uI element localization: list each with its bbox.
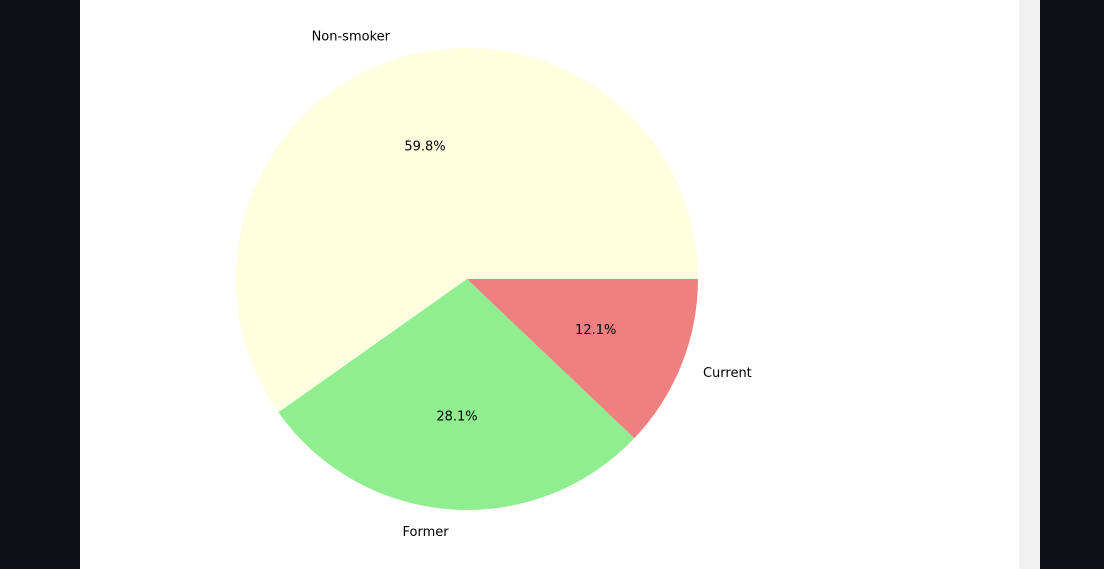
percent-label-former: 28.1% [436,410,477,425]
percent-label-non-smoker: 59.8% [404,139,445,154]
slice-label-current: Current [703,366,752,381]
slice-label-former: Former [403,525,450,540]
percent-label-current: 12.1% [575,323,616,338]
pie-slice-former [278,279,635,511]
pie-slice-current [467,279,698,439]
pie-slice-non-smoker [236,48,698,413]
scrollbar-track[interactable] [1019,0,1040,569]
slice-label-non-smoker: Non-smoker [312,29,391,44]
